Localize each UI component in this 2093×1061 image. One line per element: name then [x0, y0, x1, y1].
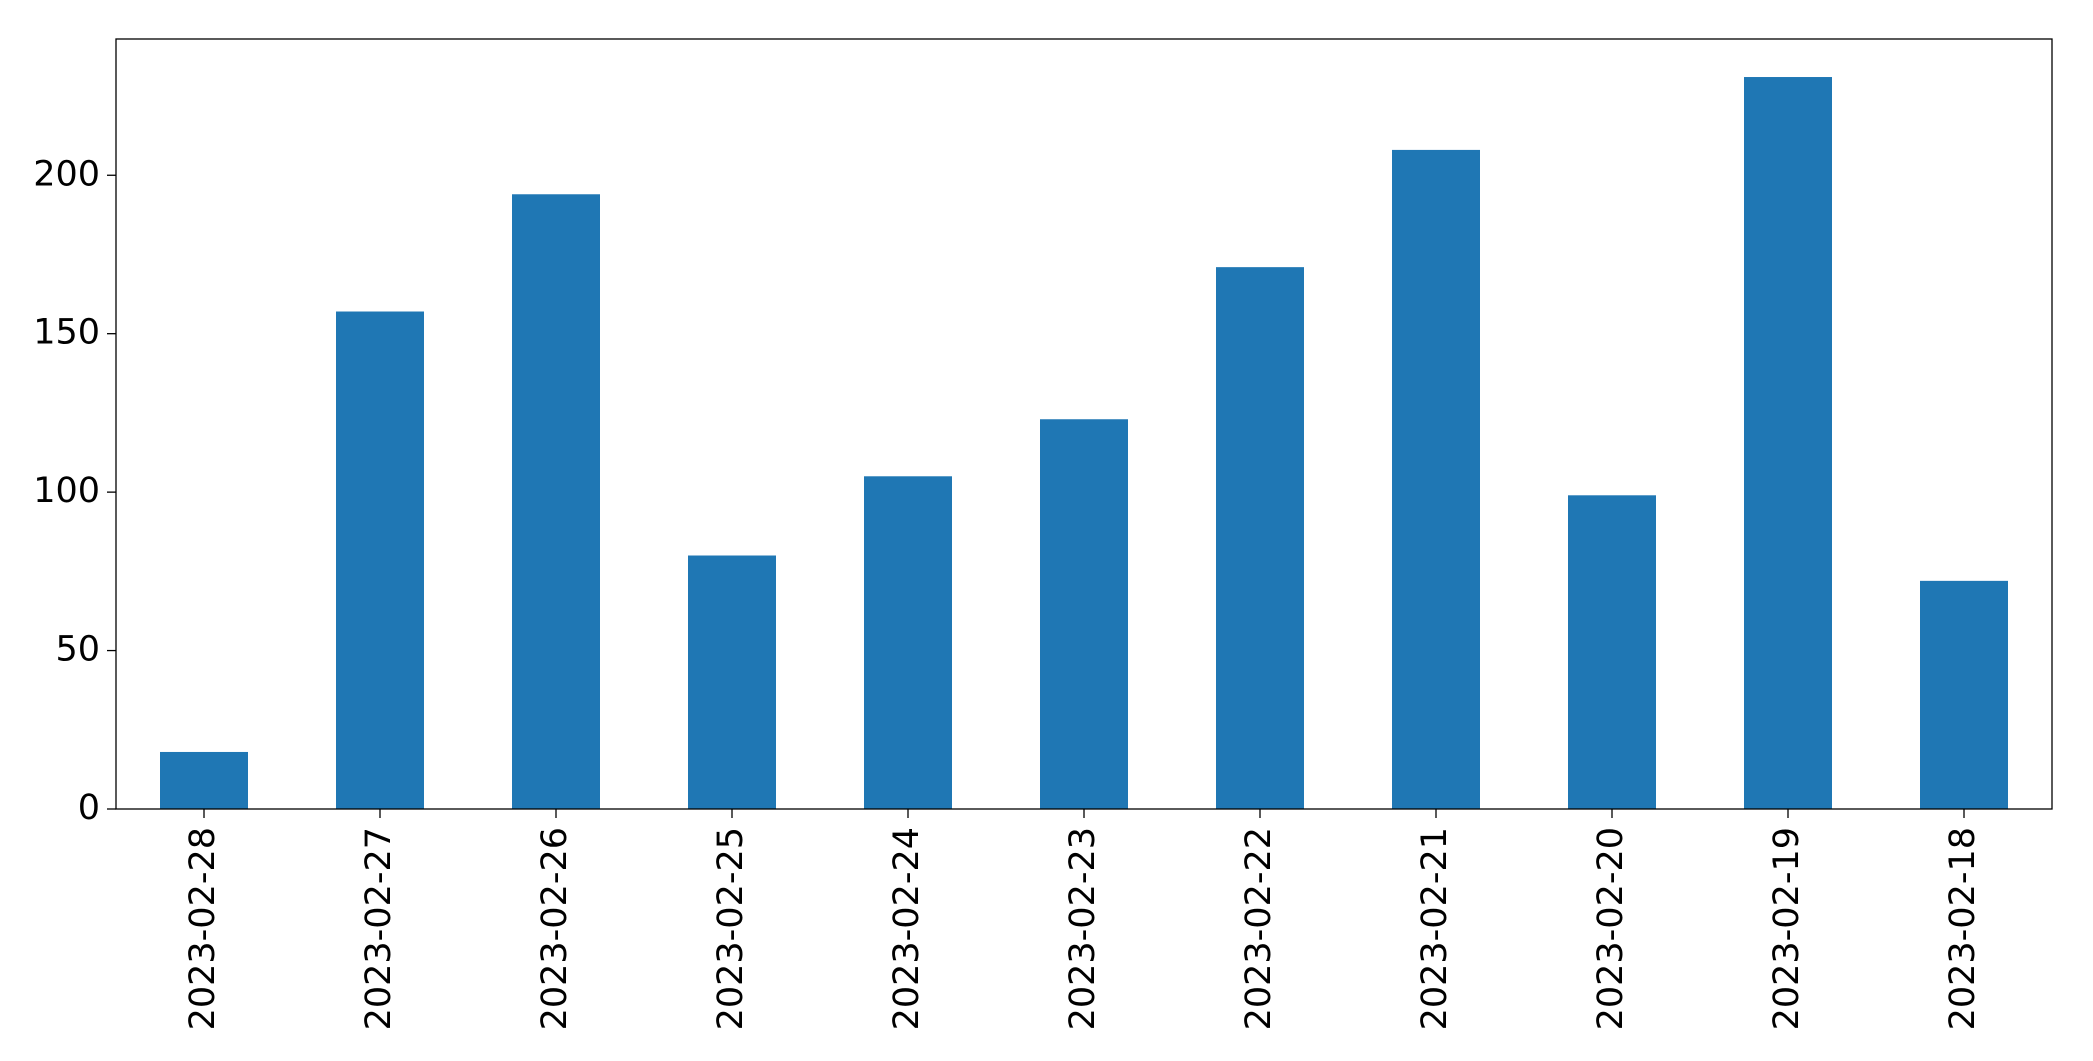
bar [1392, 149, 1480, 810]
bar [1568, 495, 1656, 809]
x-tick-label: 2023-02-18 [1943, 827, 1983, 1030]
y-tick-label: 0 [78, 788, 100, 828]
x-tick-label: 2023-02-24 [887, 827, 927, 1030]
bar [864, 476, 952, 809]
x-tick-label: 2023-02-25 [711, 827, 751, 1030]
bar [1040, 419, 1128, 809]
x-tick-label: 2023-02-22 [1239, 827, 1279, 1030]
x-tick-label: 2023-02-20 [1591, 827, 1631, 1030]
bar [1216, 267, 1304, 809]
bar [336, 311, 424, 809]
y-tick-label: 100 [33, 471, 100, 511]
x-tick-label: 2023-02-19 [1767, 827, 1807, 1030]
x-tick-label: 2023-02-26 [535, 827, 575, 1030]
x-tick-label: 2023-02-21 [1415, 827, 1455, 1030]
y-tick-label: 50 [55, 630, 100, 670]
x-tick-label: 2023-02-23 [1063, 827, 1103, 1030]
plot-frame [115, 38, 2053, 810]
y-tick-label: 150 [33, 313, 100, 353]
bar [512, 194, 600, 810]
bar [160, 751, 248, 809]
y-tick-label: 200 [33, 154, 100, 194]
bar [1920, 580, 2008, 809]
bar [688, 555, 776, 809]
x-tick-label: 2023-02-27 [359, 827, 399, 1030]
bar [1744, 77, 1832, 810]
x-tick-label: 2023-02-28 [183, 827, 223, 1030]
